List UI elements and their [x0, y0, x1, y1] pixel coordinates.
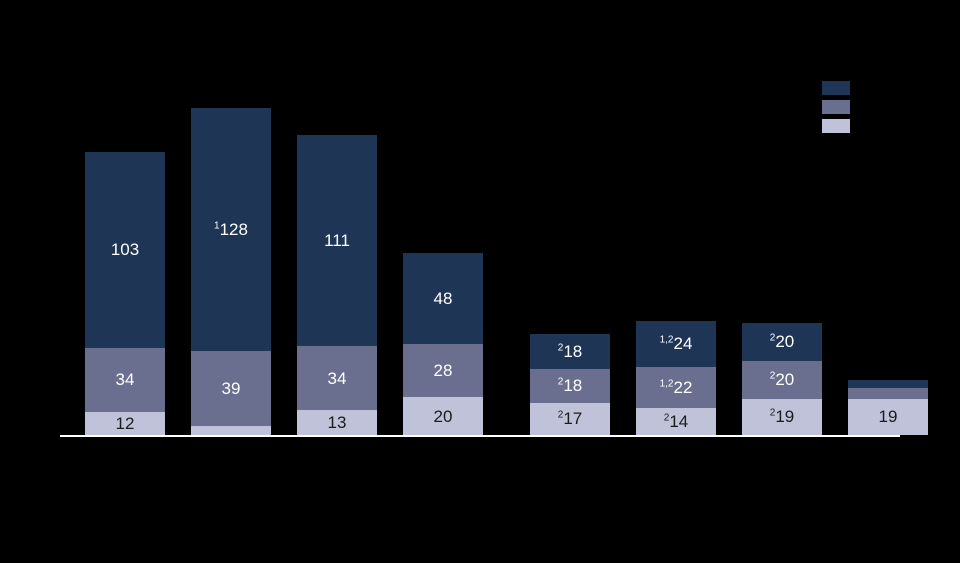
bar-segment-bottom: 219 [742, 399, 822, 435]
stacked-bar-chart: 12 34 103 39 1128 13 34 111 20 28 48 217 218 218 214 1,… [0, 0, 960, 563]
legend [822, 80, 850, 134]
bar-column: 39 1128 [191, 0, 271, 435]
bar-segment-bottom [191, 426, 271, 436]
bar-segment-label: 220 [742, 371, 822, 388]
bar-segment-top: 1128 [191, 108, 271, 351]
legend-swatch [822, 119, 850, 133]
bar-segment-label: 1,222 [636, 379, 716, 396]
legend-item [822, 99, 850, 115]
bar-segment-label: 19 [848, 408, 928, 425]
bar-segment-label: 34 [297, 370, 377, 387]
bar-segment-label: 218 [530, 377, 610, 394]
bar-column: 219 220 220 [742, 0, 822, 435]
bar-segment-middle: 39 [191, 351, 271, 425]
bar-segment-middle: 34 [297, 346, 377, 411]
bar-segment-top [848, 380, 928, 388]
bar-segment-label: 103 [85, 241, 165, 258]
bar-segment-label: 111 [297, 232, 377, 249]
bar-column: 217 218 218 [530, 0, 610, 435]
bar-column: 214 1,222 1,224 [636, 0, 716, 435]
bar-segment-label: 28 [403, 362, 483, 379]
bar-segment-middle [848, 388, 928, 399]
bar-column: 20 28 48 [403, 0, 483, 435]
bar-segment-label: 20 [403, 408, 483, 425]
legend-item [822, 118, 850, 134]
bar-segment-bottom: 12 [85, 412, 165, 435]
bar-segment-bottom: 217 [530, 403, 610, 435]
legend-swatch [822, 81, 850, 95]
bar-segment-label: 217 [530, 410, 610, 427]
bar-segment-label: 218 [530, 343, 610, 360]
bar-segment-label: 34 [85, 371, 165, 388]
bar-segment-label: 1,224 [636, 335, 716, 352]
bar-segment-middle: 1,222 [636, 367, 716, 409]
legend-item [822, 80, 850, 96]
bar-column: 12 34 103 [85, 0, 165, 435]
bar-segment-top: 48 [403, 253, 483, 344]
bar-segment-label: 214 [636, 413, 716, 430]
bar-segment-top: 218 [530, 334, 610, 368]
bar-segment-middle: 220 [742, 361, 822, 399]
bar-segment-middle: 28 [403, 344, 483, 397]
bars-container: 12 34 103 39 1128 13 34 111 20 28 48 217 218 218 214 1,… [0, 0, 960, 563]
bar-segment-label: 12 [85, 415, 165, 432]
bar-segment-label: 220 [742, 333, 822, 350]
bar-column: 19 [848, 0, 928, 435]
bar-segment-bottom: 214 [636, 408, 716, 435]
bar-segment-top: 111 [297, 135, 377, 346]
bar-segment-label: 13 [297, 414, 377, 431]
bar-segment-top: 103 [85, 152, 165, 348]
bar-segment-label: 39 [191, 380, 271, 397]
bar-segment-middle: 34 [85, 348, 165, 413]
bar-segment-label: 219 [742, 408, 822, 425]
bar-segment-top: 1,224 [636, 321, 716, 367]
bar-segment-bottom: 13 [297, 410, 377, 435]
legend-swatch [822, 100, 850, 114]
bar-segment-bottom: 20 [403, 397, 483, 435]
bar-segment-bottom: 19 [848, 399, 928, 435]
bar-segment-top: 220 [742, 323, 822, 361]
bar-segment-middle: 218 [530, 369, 610, 403]
bar-segment-label: 1128 [191, 221, 271, 238]
bar-segment-label: 48 [403, 290, 483, 307]
bar-column: 13 34 111 [297, 0, 377, 435]
